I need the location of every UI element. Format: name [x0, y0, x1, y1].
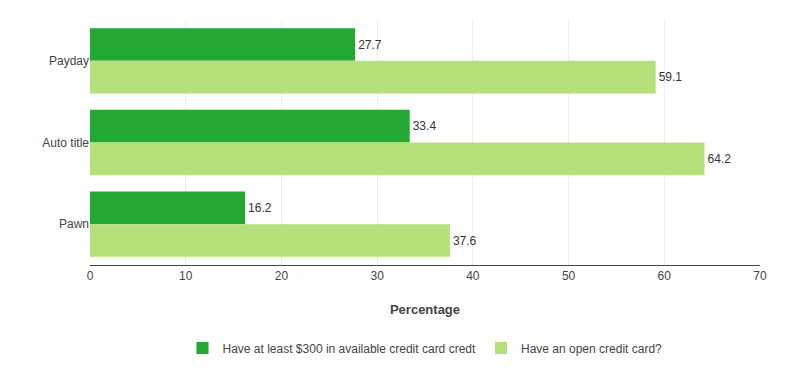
- svg-text:27.7: 27.7: [358, 38, 382, 52]
- svg-text:Have an open credit card?: Have an open credit card?: [521, 342, 662, 356]
- svg-text:Have at least $300 in availabl: Have at least $300 in available credit c…: [223, 342, 476, 356]
- svg-text:59.1: 59.1: [659, 70, 683, 84]
- svg-text:0: 0: [87, 269, 94, 283]
- svg-text:Auto title: Auto title: [42, 136, 89, 150]
- svg-text:30: 30: [370, 269, 384, 283]
- svg-text:Pawn: Pawn: [59, 217, 89, 231]
- svg-text:Percentage: Percentage: [390, 302, 460, 317]
- svg-text:10: 10: [179, 269, 193, 283]
- svg-text:20: 20: [275, 269, 289, 283]
- svg-text:33.4: 33.4: [413, 119, 437, 133]
- svg-text:70: 70: [753, 269, 767, 283]
- svg-text:40: 40: [466, 269, 480, 283]
- svg-text:60: 60: [658, 269, 672, 283]
- svg-text:64.2: 64.2: [707, 152, 731, 166]
- svg-text:37.6: 37.6: [453, 234, 477, 248]
- svg-text:Payday: Payday: [49, 54, 89, 68]
- svg-text:16.2: 16.2: [248, 201, 272, 215]
- svg-text:50: 50: [562, 269, 576, 283]
